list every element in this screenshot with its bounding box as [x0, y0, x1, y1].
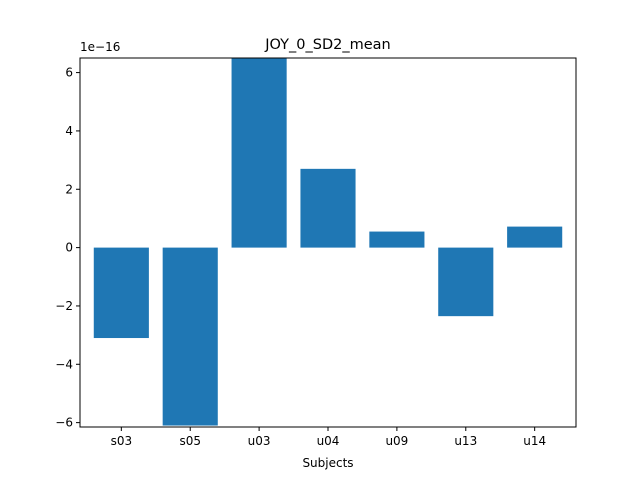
y-tick-label: 0 [65, 241, 73, 255]
bar-s05 [162, 247, 218, 426]
y-tick-label: 2 [65, 182, 73, 196]
x-tick-label: u13 [454, 434, 477, 448]
x-axis: s03 s05 u03 u04 u09 u13 u14 [111, 427, 546, 448]
bar-s03 [93, 247, 149, 339]
x-tick-label: u14 [523, 434, 546, 448]
y-tick-label: −2 [55, 299, 73, 313]
x-tick-label: u09 [385, 434, 408, 448]
chart-title: JOY_0_SD2_mean [264, 37, 390, 53]
bar-u09 [369, 231, 425, 248]
bar-u04 [300, 168, 356, 248]
bars-group [93, 58, 563, 426]
bar-u14 [507, 226, 563, 248]
bar-u03 [231, 58, 287, 248]
x-tick-label: u04 [317, 434, 340, 448]
y-tick-label: −4 [55, 357, 73, 371]
y-tick-label: 6 [65, 66, 73, 80]
x-tick-label: s05 [179, 434, 201, 448]
x-tick-label: s03 [111, 434, 133, 448]
x-tick-label: u03 [248, 434, 271, 448]
bar-u13 [438, 247, 494, 317]
y-tick-label: −6 [55, 416, 73, 430]
y-axis-offset-text: 1e−16 [80, 40, 120, 54]
x-axis-label: Subjects [302, 456, 353, 470]
y-tick-label: 4 [65, 124, 73, 138]
y-axis: −6 −4 −2 0 2 4 6 [55, 66, 80, 430]
